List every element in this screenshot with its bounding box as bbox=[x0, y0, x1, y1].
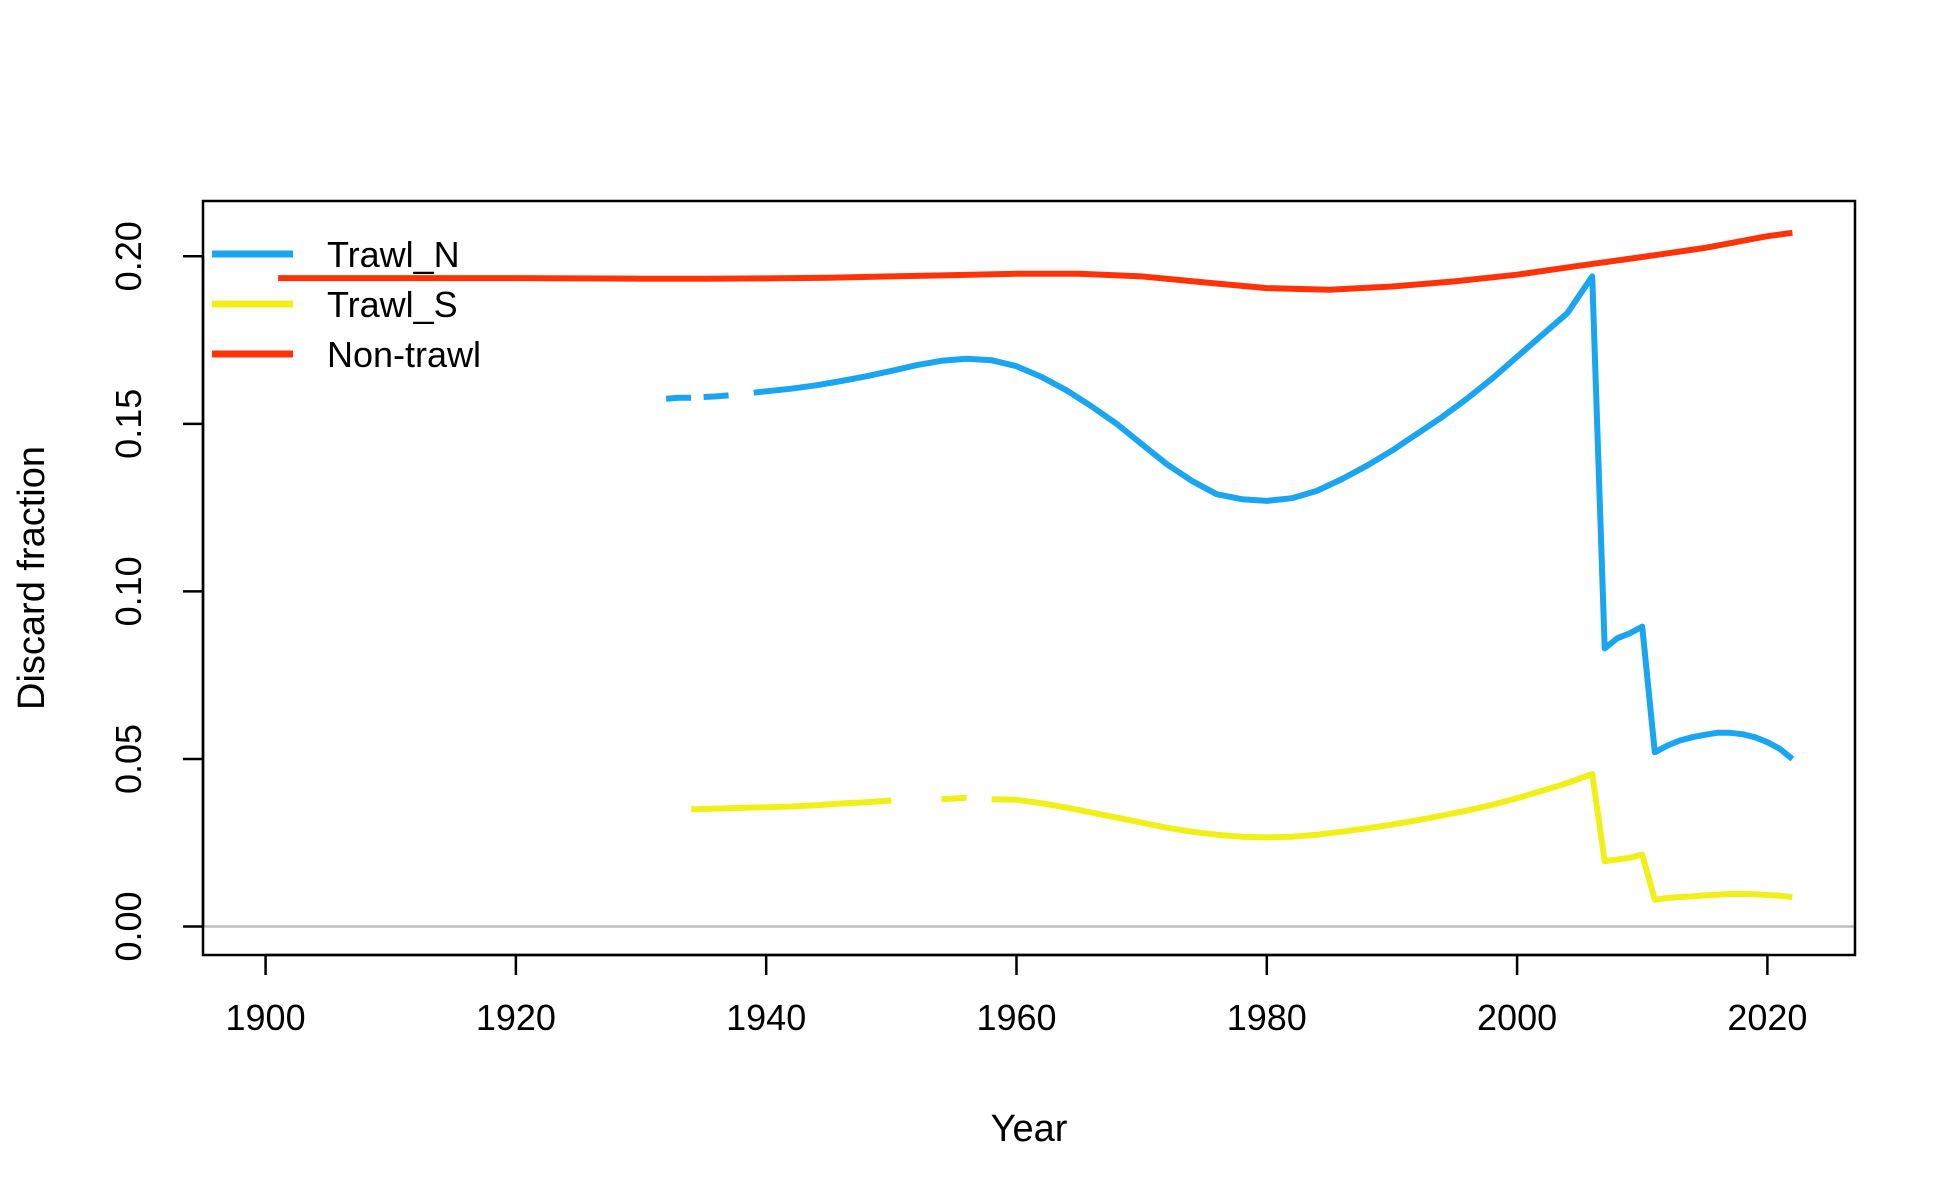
y-axis-title: Discard fraction bbox=[11, 446, 53, 710]
series-line-trawl-s-segment-2 bbox=[941, 794, 967, 803]
x-axis: 1900 1920 1940 1960 1980 2000 2020 bbox=[226, 953, 1807, 1038]
series-line-trawl-n-segment-3 bbox=[753, 273, 1795, 762]
x-tick-label: 1900 bbox=[226, 997, 306, 1038]
series-line-trawl-n-segment-2 bbox=[703, 392, 729, 400]
x-tick-label: 1920 bbox=[476, 997, 556, 1038]
x-tick-label: 2000 bbox=[1477, 997, 1557, 1038]
y-tick-label: 0.00 bbox=[108, 891, 149, 961]
legend: Trawl_N Trawl_S Non-trawl bbox=[212, 234, 481, 375]
x-tick-label: 1940 bbox=[726, 997, 806, 1038]
series-line-trawl-n-segment-1 bbox=[665, 394, 692, 402]
legend-label-trawl-s: Trawl_S bbox=[327, 284, 458, 325]
x-axis-title: Year bbox=[991, 1108, 1068, 1150]
y-tick-label: 0.15 bbox=[108, 389, 149, 459]
series-line-non-trawl-segment-1 bbox=[278, 229, 1793, 293]
x-tick-label: 1980 bbox=[1227, 997, 1307, 1038]
series-layer bbox=[278, 229, 1795, 903]
y-tick-label: 0.05 bbox=[108, 724, 149, 794]
y-tick-label: 0.20 bbox=[108, 221, 149, 291]
legend-label-non-trawl: Non-trawl bbox=[327, 334, 481, 375]
series-line-trawl-s-segment-1 bbox=[691, 797, 892, 813]
series-line-trawl-s-segment-3 bbox=[991, 771, 1793, 903]
y-tick-label: 0.10 bbox=[108, 556, 149, 626]
x-tick-label: 1960 bbox=[976, 997, 1056, 1038]
legend-label-trawl-n: Trawl_N bbox=[327, 234, 460, 275]
y-axis: 0.00 0.05 0.10 0.15 0.20 bbox=[108, 221, 205, 962]
x-tick-label: 2020 bbox=[1727, 997, 1807, 1038]
